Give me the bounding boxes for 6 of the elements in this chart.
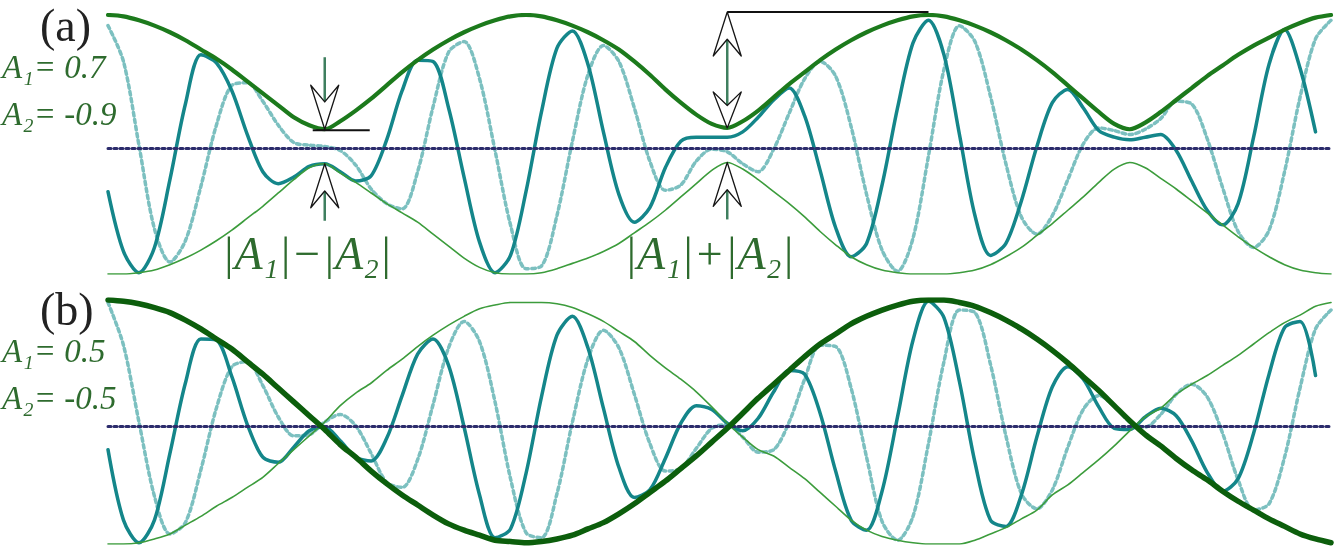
annotation: A₂= -0.5 <box>0 379 117 416</box>
chart-title: (a) <box>40 0 92 51</box>
annotation: |A₁|−|A₂| <box>221 227 392 279</box>
chart-title: (b) <box>40 283 94 335</box>
annotation: A₂= -0.9 <box>0 95 117 132</box>
annotation: |A₁|+|A₂| <box>624 227 795 279</box>
